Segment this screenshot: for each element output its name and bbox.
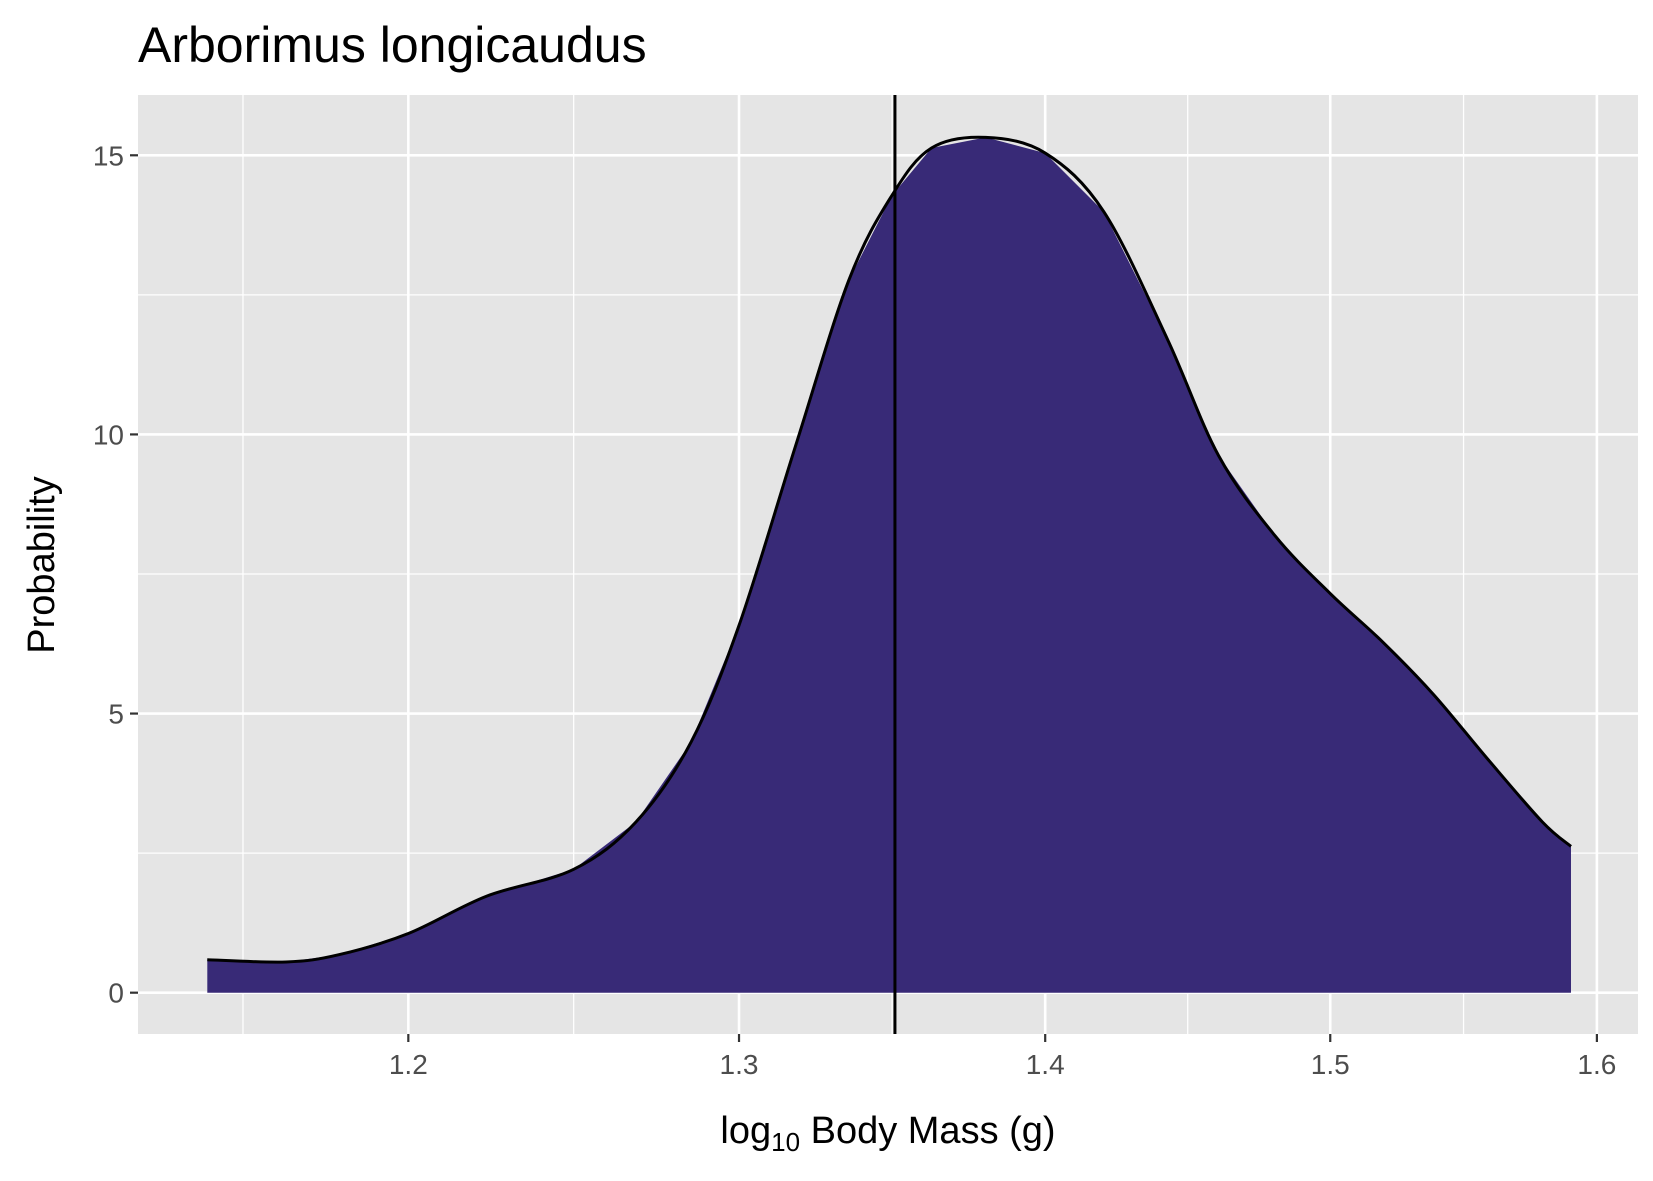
- chart-title: Arborimus longicaudus: [138, 17, 647, 73]
- x-tick-label: 1.2: [389, 1049, 428, 1080]
- density-area: [207, 137, 1571, 993]
- y-tick-label: 5: [108, 699, 124, 730]
- y-tick-label: 0: [108, 978, 124, 1009]
- x-axis-title-part: log: [720, 1110, 771, 1152]
- x-tick-label: 1.6: [1577, 1049, 1616, 1080]
- x-tick-label: 1.4: [1026, 1049, 1065, 1080]
- x-axis-title: log10 Body Mass (g): [720, 1110, 1055, 1157]
- density-line: [207, 135, 1572, 964]
- x-axis-title-subscript: 10: [771, 1127, 800, 1157]
- y-axis-title: Probability: [21, 476, 63, 653]
- x-tick-label: 1.5: [1311, 1049, 1350, 1080]
- y-tick-label: 10: [93, 419, 124, 450]
- y-tick-label: 15: [93, 140, 124, 171]
- x-tick-label: 1.3: [720, 1049, 759, 1080]
- x-axis-title-part: Body Mass (g): [800, 1110, 1056, 1152]
